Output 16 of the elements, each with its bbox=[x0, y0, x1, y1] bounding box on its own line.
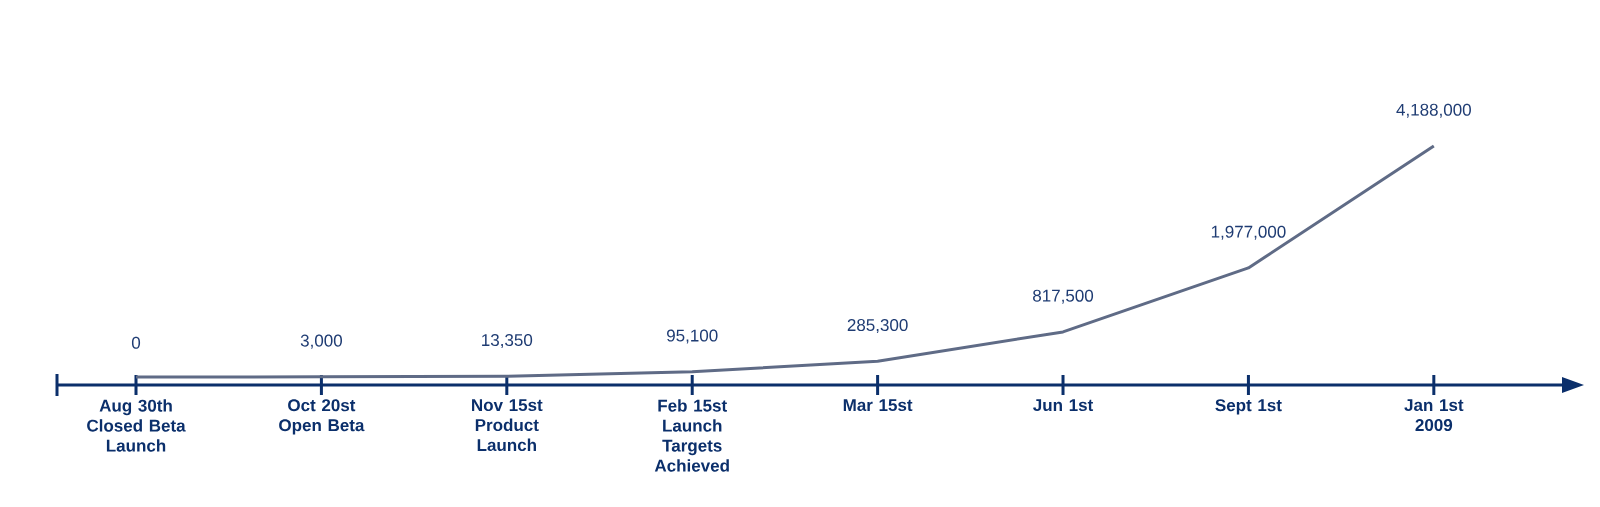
data-label: 3,000 bbox=[300, 334, 343, 349]
x-tick-label: Feb 15st Launch Targets Achieved bbox=[654, 399, 729, 472]
x-tick-label: Aug 30th Closed Beta Launch bbox=[87, 399, 186, 452]
x-tick-label: Sept 1st bbox=[1215, 399, 1282, 415]
data-label: 0 bbox=[131, 336, 141, 349]
data-label: 817,500 bbox=[1033, 289, 1094, 304]
x-tick-label: Jun 1st bbox=[1033, 399, 1094, 412]
data-label: 13,350 bbox=[482, 334, 533, 349]
x-tick-label: Nov 15st Product Launch bbox=[472, 399, 543, 452]
x-tick-label: Jan 1st 2009 bbox=[1404, 399, 1464, 432]
data-label: 95,100 bbox=[667, 329, 718, 344]
data-label: 4,188,000 bbox=[1396, 103, 1471, 118]
x-tick-label: Mar 15st bbox=[843, 399, 913, 412]
x-tick-label: Oct 20st Open Beta bbox=[279, 399, 365, 435]
data-label: 285,300 bbox=[847, 319, 908, 334]
data-label: 1,977,000 bbox=[1211, 225, 1286, 240]
